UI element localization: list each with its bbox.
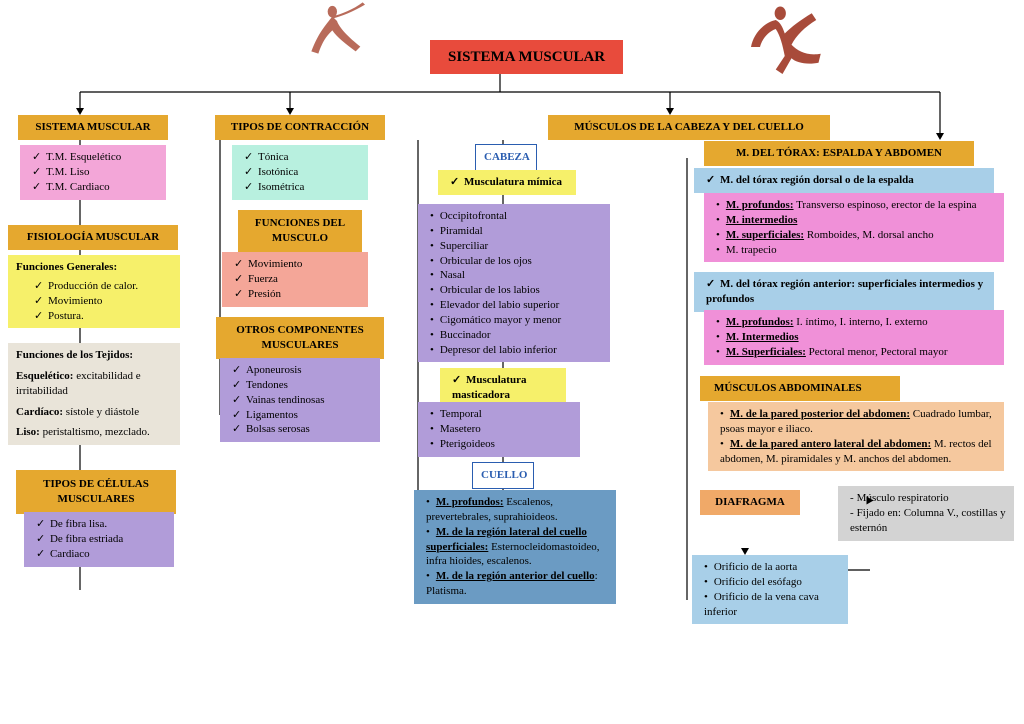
list-item: Buccinador [430, 328, 602, 343]
list-item: Movimiento [234, 257, 360, 272]
funciones-title: FUNCIONES DEL MUSCULO [238, 210, 362, 252]
list-item: M. profundos: I. íntimo, I. interno, I. … [716, 315, 996, 330]
list-item: Orificio del esófago [704, 575, 840, 590]
diafragma-items: Orificio de la aorta Orificio del esófag… [692, 555, 848, 624]
list-item: Isotónica [244, 165, 360, 180]
list-item: Temporal [430, 407, 572, 422]
list-item: Movimiento [34, 294, 172, 309]
list-item: Fuerza [234, 272, 360, 287]
ft-title: Funciones de los Tejidos: [16, 348, 172, 363]
list-item: Cigomático mayor y menor [430, 313, 602, 328]
fisio-tejidos: Funciones de los Tejidos: Esquelético: e… [8, 343, 180, 445]
ft-esq-label: Esquelético: [16, 370, 73, 382]
list-item: T.M. Liso [32, 165, 158, 180]
list-item: M. Intermedios [716, 330, 996, 345]
list-item: Masetero [430, 422, 572, 437]
list-item: M. profundos: Transverso espinoso, erect… [716, 198, 996, 213]
fisio-funciones-generales: Funciones Generales: Producción de calor… [8, 255, 180, 328]
mast-title-text: Musculatura masticadora [452, 373, 558, 403]
list-item: Orificio de la vena cava inferior [704, 590, 840, 620]
arrowhead-icon [741, 548, 749, 555]
cabeza-label: CABEZA [475, 144, 537, 171]
list-item: M. trapecio [716, 243, 996, 258]
fisio-title: FISIOLOGÍA MUSCULAR [8, 225, 178, 250]
list-item: Nasal [430, 268, 602, 283]
list-item: Piramidal [430, 224, 602, 239]
celulas-items: De fibra lisa. De fibra estriada Cardiac… [24, 512, 174, 567]
list-item: Vainas tendinosas [232, 393, 372, 408]
list-item: Orificio de la aorta [704, 560, 840, 575]
list-item: T.M. Esquelético [32, 150, 158, 165]
arrowhead-icon [76, 108, 84, 115]
funciones-items: Movimiento Fuerza Presión [222, 252, 368, 307]
list-item: Isométrica [244, 180, 360, 195]
mimica-items: Occipitofrontal Piramidal Superciliar Or… [418, 204, 610, 362]
dancer-figure [302, 0, 372, 60]
list-item: Orbicular de los ojos [430, 254, 602, 269]
list-item: De fibra lisa. [36, 517, 166, 532]
ft-car-text: sístole y diástole [63, 406, 139, 418]
list-item: M. superficiales: Romboides, M. dorsal a… [716, 228, 996, 243]
abd-title: MÚSCULOS ABDOMINALES [700, 376, 900, 401]
list-item: Bolsas serosas [232, 422, 372, 437]
ant-items: M. profundos: I. íntimo, I. interno, I. … [704, 310, 1004, 365]
contraccion-items: Tónica Isotónica Isométrica [232, 145, 368, 200]
list-item: Pterigoideos [430, 437, 572, 452]
list-item: Presión [234, 287, 360, 302]
ant-title-text: M. del tórax región anterior: superficia… [706, 277, 986, 307]
sistema-title: SISTEMA MUSCULAR [18, 115, 168, 140]
mimica-title-text: Musculatura mímica [450, 175, 568, 190]
arrowhead-icon [867, 497, 874, 505]
dorsal-items: M. profundos: Transverso espinoso, erect… [704, 193, 1004, 262]
dorsal-title: M. del tórax región dorsal o de la espal… [694, 168, 994, 193]
arrowhead-icon [936, 133, 944, 140]
list-item: Superciliar [430, 239, 602, 254]
list-item: Producción de calor. [34, 279, 172, 294]
cabeza-cuello-title: MÚSCULOS DE LA CABEZA Y DEL CUELLO [548, 115, 830, 140]
ant-title: M. del tórax región anterior: superficia… [694, 272, 994, 312]
arrowhead-icon [286, 108, 294, 115]
list-item: M. de la región anterior del cuello: Pla… [426, 569, 608, 599]
abd-items: M. de la pared posterior del abdomen: Cu… [708, 402, 1004, 471]
celulas-title: TIPOS DE CÉLULAS MUSCULARES [16, 470, 176, 514]
list-item: Orbicular de los labios [430, 283, 602, 298]
list-item: De fibra estriada [36, 532, 166, 547]
bodybuilder-figure [742, 2, 832, 82]
main-title: SISTEMA MUSCULAR [430, 40, 623, 74]
otros-items: Aponeurosis Tendones Vainas tendinosas L… [220, 358, 380, 442]
list-item: M. de la región lateral del cuello super… [426, 525, 608, 570]
ft-liso-label: Liso: [16, 426, 40, 438]
otros-title: OTROS COMPONENTES MUSCULARES [216, 317, 384, 359]
list-item: Ligamentos [232, 408, 372, 423]
contraccion-title: TIPOS DE CONTRACCIÓN [215, 115, 385, 140]
mast-items: Temporal Masetero Pterigoideos [418, 402, 580, 457]
list-item: Tónica [244, 150, 360, 165]
cuello-label: CUELLO [472, 462, 534, 489]
list-item: Occipitofrontal [430, 209, 602, 224]
list-item: Fijado en: Columna V., costillas y ester… [850, 506, 1006, 536]
list-item: M. intermedios [716, 213, 996, 228]
fg-title: Funciones Generales: [16, 260, 172, 275]
ft-liso-text: peristaltismo, mezclado. [40, 426, 150, 438]
list-item: M. profundos: Escalenos, prevertebrales,… [426, 495, 608, 525]
diafragma-title: DIAFRAGMA [700, 490, 800, 515]
torax-title: M. DEL TÓRAX: ESPALDA Y ABDOMEN [704, 141, 974, 166]
list-item: Aponeurosis [232, 363, 372, 378]
list-item: T.M. Cardiaco [32, 180, 158, 195]
dorsal-title-text: M. del tórax región dorsal o de la espal… [706, 173, 986, 188]
ft-car-label: Cardíaco: [16, 406, 63, 418]
list-item: Cardiaco [36, 547, 166, 562]
sistema-items: T.M. Esquelético T.M. Liso T.M. Cardiaco [20, 145, 166, 200]
list-item: Postura. [34, 309, 172, 324]
mimica-title: Musculatura mímica [438, 170, 576, 195]
diafragma-desc: Músculo respiratorio Fijado en: Columna … [838, 486, 1014, 541]
list-item: M. Superficiales: Pectoral menor, Pector… [716, 345, 996, 360]
list-item: Depresor del labio inferior [430, 343, 602, 358]
list-item: Tendones [232, 378, 372, 393]
list-item: Elevador del labio superior [430, 298, 602, 313]
cuello-items: M. profundos: Escalenos, prevertebrales,… [414, 490, 616, 604]
arrowhead-icon [666, 108, 674, 115]
list-item: M. de la pared posterior del abdomen: Cu… [720, 407, 996, 437]
list-item: M. de la pared antero lateral del abdome… [720, 437, 996, 467]
